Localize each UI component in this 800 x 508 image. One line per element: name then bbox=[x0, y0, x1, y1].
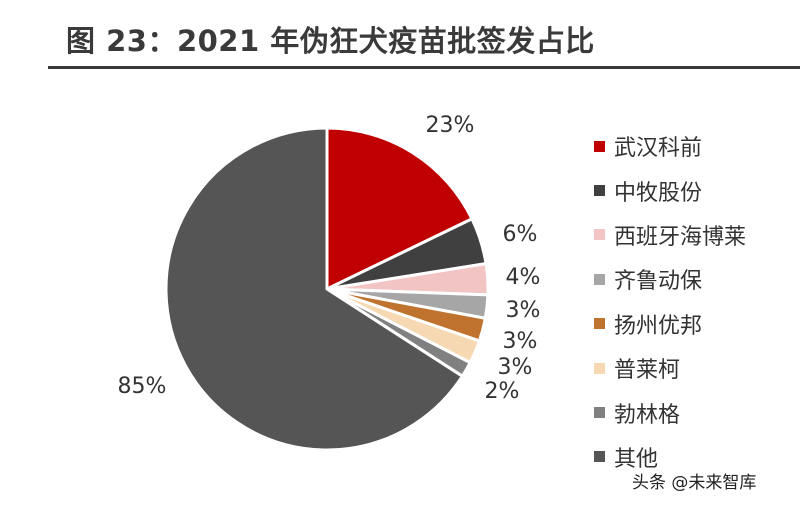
legend-swatch bbox=[594, 407, 605, 419]
legend-label: 其他 bbox=[614, 446, 659, 472]
legend-swatch bbox=[594, 318, 605, 330]
legend-swatch bbox=[594, 362, 605, 374]
pie-slice bbox=[164, 126, 464, 452]
slice-percent-label: 6% bbox=[503, 222, 538, 247]
legend-label: 普莱柯 bbox=[614, 358, 681, 384]
legend-swatch bbox=[594, 451, 605, 463]
legend-item: 西班牙海博莱 bbox=[594, 213, 746, 257]
legend-item: 武汉科前 bbox=[594, 124, 746, 168]
watermark: 头条 @未来智库 bbox=[632, 473, 757, 493]
slice-percent-label: 4% bbox=[506, 265, 541, 290]
legend-swatch bbox=[594, 229, 605, 241]
slice-percent-label: 23% bbox=[426, 113, 475, 138]
legend-label: 勃林格 bbox=[614, 402, 681, 428]
legend-label: 扬州优邦 bbox=[614, 313, 703, 339]
legend-item: 其他 bbox=[594, 435, 746, 479]
legend-item: 普莱柯 bbox=[594, 346, 746, 390]
legend-label: 中牧股份 bbox=[614, 180, 703, 206]
legend-label: 武汉科前 bbox=[614, 136, 703, 162]
chart-title: 图 23：2021 年伪狂犬疫苗批签发占比 bbox=[66, 24, 595, 58]
legend-swatch bbox=[594, 273, 605, 285]
slice-percent-label: 3% bbox=[506, 298, 541, 323]
legend-swatch bbox=[594, 185, 605, 197]
legend-item: 勃林格 bbox=[594, 390, 746, 434]
legend-swatch bbox=[594, 140, 605, 152]
slice-percent-label: 85% bbox=[118, 374, 167, 399]
legend-item: 齐鲁动保 bbox=[594, 257, 746, 301]
slice-percent-label: 2% bbox=[485, 379, 520, 404]
title-divider bbox=[48, 66, 800, 69]
slice-percent-label: 3% bbox=[498, 355, 533, 380]
pie-slice bbox=[325, 126, 474, 291]
legend-label: 齐鲁动保 bbox=[614, 269, 703, 295]
legend-label: 西班牙海博莱 bbox=[614, 224, 747, 250]
slice-percent-label: 3% bbox=[503, 329, 538, 354]
legend-item: 中牧股份 bbox=[594, 168, 746, 212]
legend-item: 扬州优邦 bbox=[594, 302, 746, 346]
chart-legend: 武汉科前中牧股份西班牙海博莱 齐鲁动保扬州优邦普莱柯勃林格其他 bbox=[594, 124, 746, 479]
